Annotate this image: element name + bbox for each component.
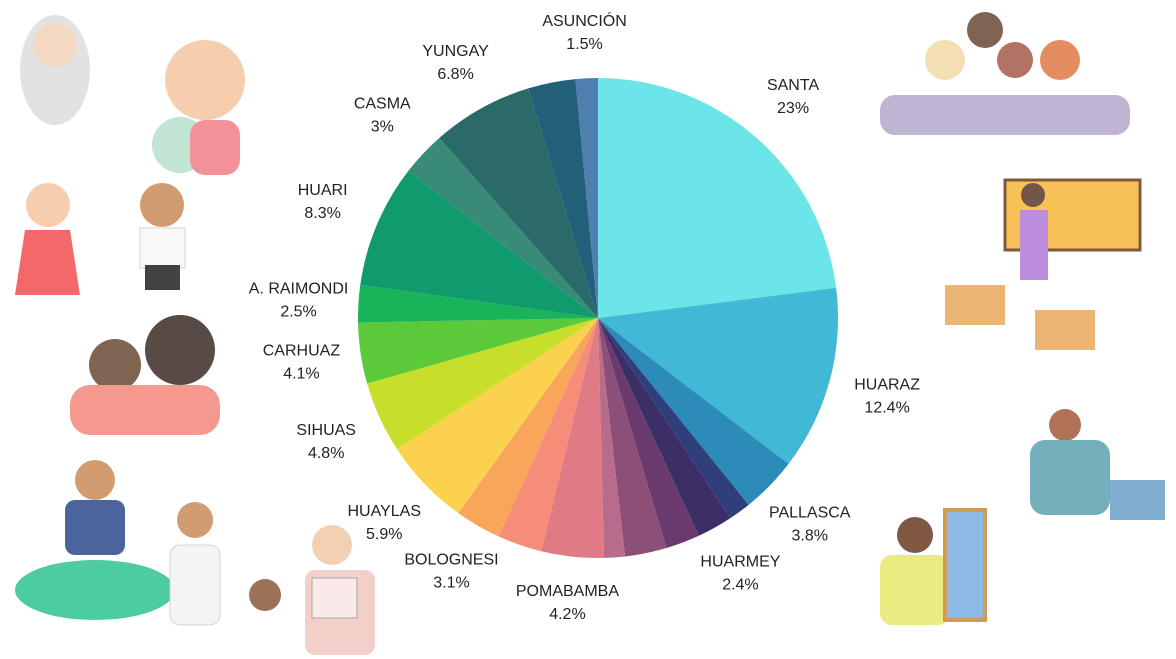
pie-slice: [439, 88, 598, 319]
slice-value: 2.5%: [280, 303, 316, 320]
desk-1: [945, 285, 1005, 325]
study-group-table: [880, 95, 1130, 135]
pie-slice: [408, 137, 598, 318]
boy-shorts: [145, 265, 180, 290]
slice-label: POMABAMBA: [516, 583, 619, 600]
boy-shirt: [139, 227, 186, 269]
slice-label: CASMA: [354, 96, 411, 113]
painter: [897, 517, 933, 553]
pie-slice: [360, 170, 598, 318]
teacher-body: [65, 500, 125, 555]
pie-slice: [358, 284, 598, 323]
pie-slice: [541, 318, 605, 558]
student-body: [169, 544, 221, 626]
reader: [1049, 409, 1081, 441]
slice-value: 3.1%: [433, 574, 469, 591]
slice-value: 4.8%: [308, 445, 344, 462]
slice-value: 5.9%: [366, 526, 402, 543]
girl-dress: [15, 230, 80, 295]
pie-slice: [598, 318, 789, 505]
pie-slice: [598, 287, 839, 464]
girl-illustration: [26, 183, 70, 227]
student-3: [997, 42, 1033, 78]
pie-slice: [598, 318, 667, 557]
easel: [943, 508, 987, 622]
slice-value: 23%: [777, 100, 809, 117]
pie-slice: [528, 79, 598, 319]
slice-label: PALLASCA: [769, 505, 851, 522]
slice-label: HUARMEY: [700, 553, 780, 570]
slice-label: A. RAIMONDI: [249, 280, 349, 297]
desk-2: [1035, 310, 1095, 350]
illustrations: [15, 12, 1165, 655]
painter-body: [880, 555, 950, 625]
kids-reading-hair: [145, 315, 215, 385]
pupil: [249, 579, 281, 611]
slice-label: HUAYLAS: [348, 503, 422, 520]
student-1: [925, 40, 965, 80]
slice-value: 6.8%: [437, 66, 473, 83]
student-head: [177, 502, 213, 538]
student-4: [1040, 40, 1080, 80]
pie-slice: [598, 78, 837, 318]
toddler-illustration: [165, 40, 245, 120]
pie-slice: [498, 318, 598, 552]
slice-label: ASUNCIÓN: [542, 11, 626, 30]
baby-face: [33, 23, 77, 67]
table-group: [15, 560, 175, 620]
pie-slice: [367, 318, 598, 450]
slice-label: SIHUAS: [296, 422, 356, 439]
lecturer-body: [1020, 210, 1048, 280]
pie-slice: [396, 318, 598, 514]
teacher-head: [75, 460, 115, 500]
slice-value: 8.3%: [304, 205, 340, 222]
slice-label: SANTA: [767, 77, 819, 94]
slice-value: 3%: [371, 119, 394, 136]
slice-label: YUNGAY: [422, 43, 489, 60]
laptop: [1110, 480, 1165, 520]
alphabet-board: [311, 577, 358, 619]
slice-label: BOLOGNESI: [404, 551, 498, 568]
slice-value: 4.1%: [283, 365, 319, 382]
student-2: [967, 12, 1003, 48]
slice-value: 4.2%: [549, 606, 585, 623]
slice-value: 2.4%: [722, 576, 758, 593]
pie-slice: [598, 318, 699, 549]
kids-reading: [89, 339, 141, 391]
slice-value: 3.8%: [791, 528, 827, 545]
lecturer: [1021, 183, 1045, 207]
reader-body: [1030, 440, 1110, 515]
slice-label: HUARAZ: [854, 376, 920, 393]
classroom-teacher: [312, 525, 352, 565]
slice-label: HUARI: [298, 182, 348, 199]
kids-body: [70, 385, 220, 435]
pie-slice: [575, 78, 598, 318]
pie-slice: [598, 318, 731, 536]
slice-label: CARHUAZ: [263, 342, 341, 359]
pie-slice: [358, 318, 598, 384]
slice-value: 1.5%: [566, 36, 602, 53]
pie-slice: [458, 318, 598, 537]
toddler-body: [190, 120, 240, 175]
pie-slice: [598, 318, 749, 519]
slice-value: 12.4%: [864, 399, 909, 416]
boy-illustration: [140, 183, 184, 227]
pie: SANTA 23% HUARAZ 12.4% PALLASCA 3.8% HUARMEY 2.…: [249, 11, 920, 623]
pie-slice: [598, 318, 626, 558]
